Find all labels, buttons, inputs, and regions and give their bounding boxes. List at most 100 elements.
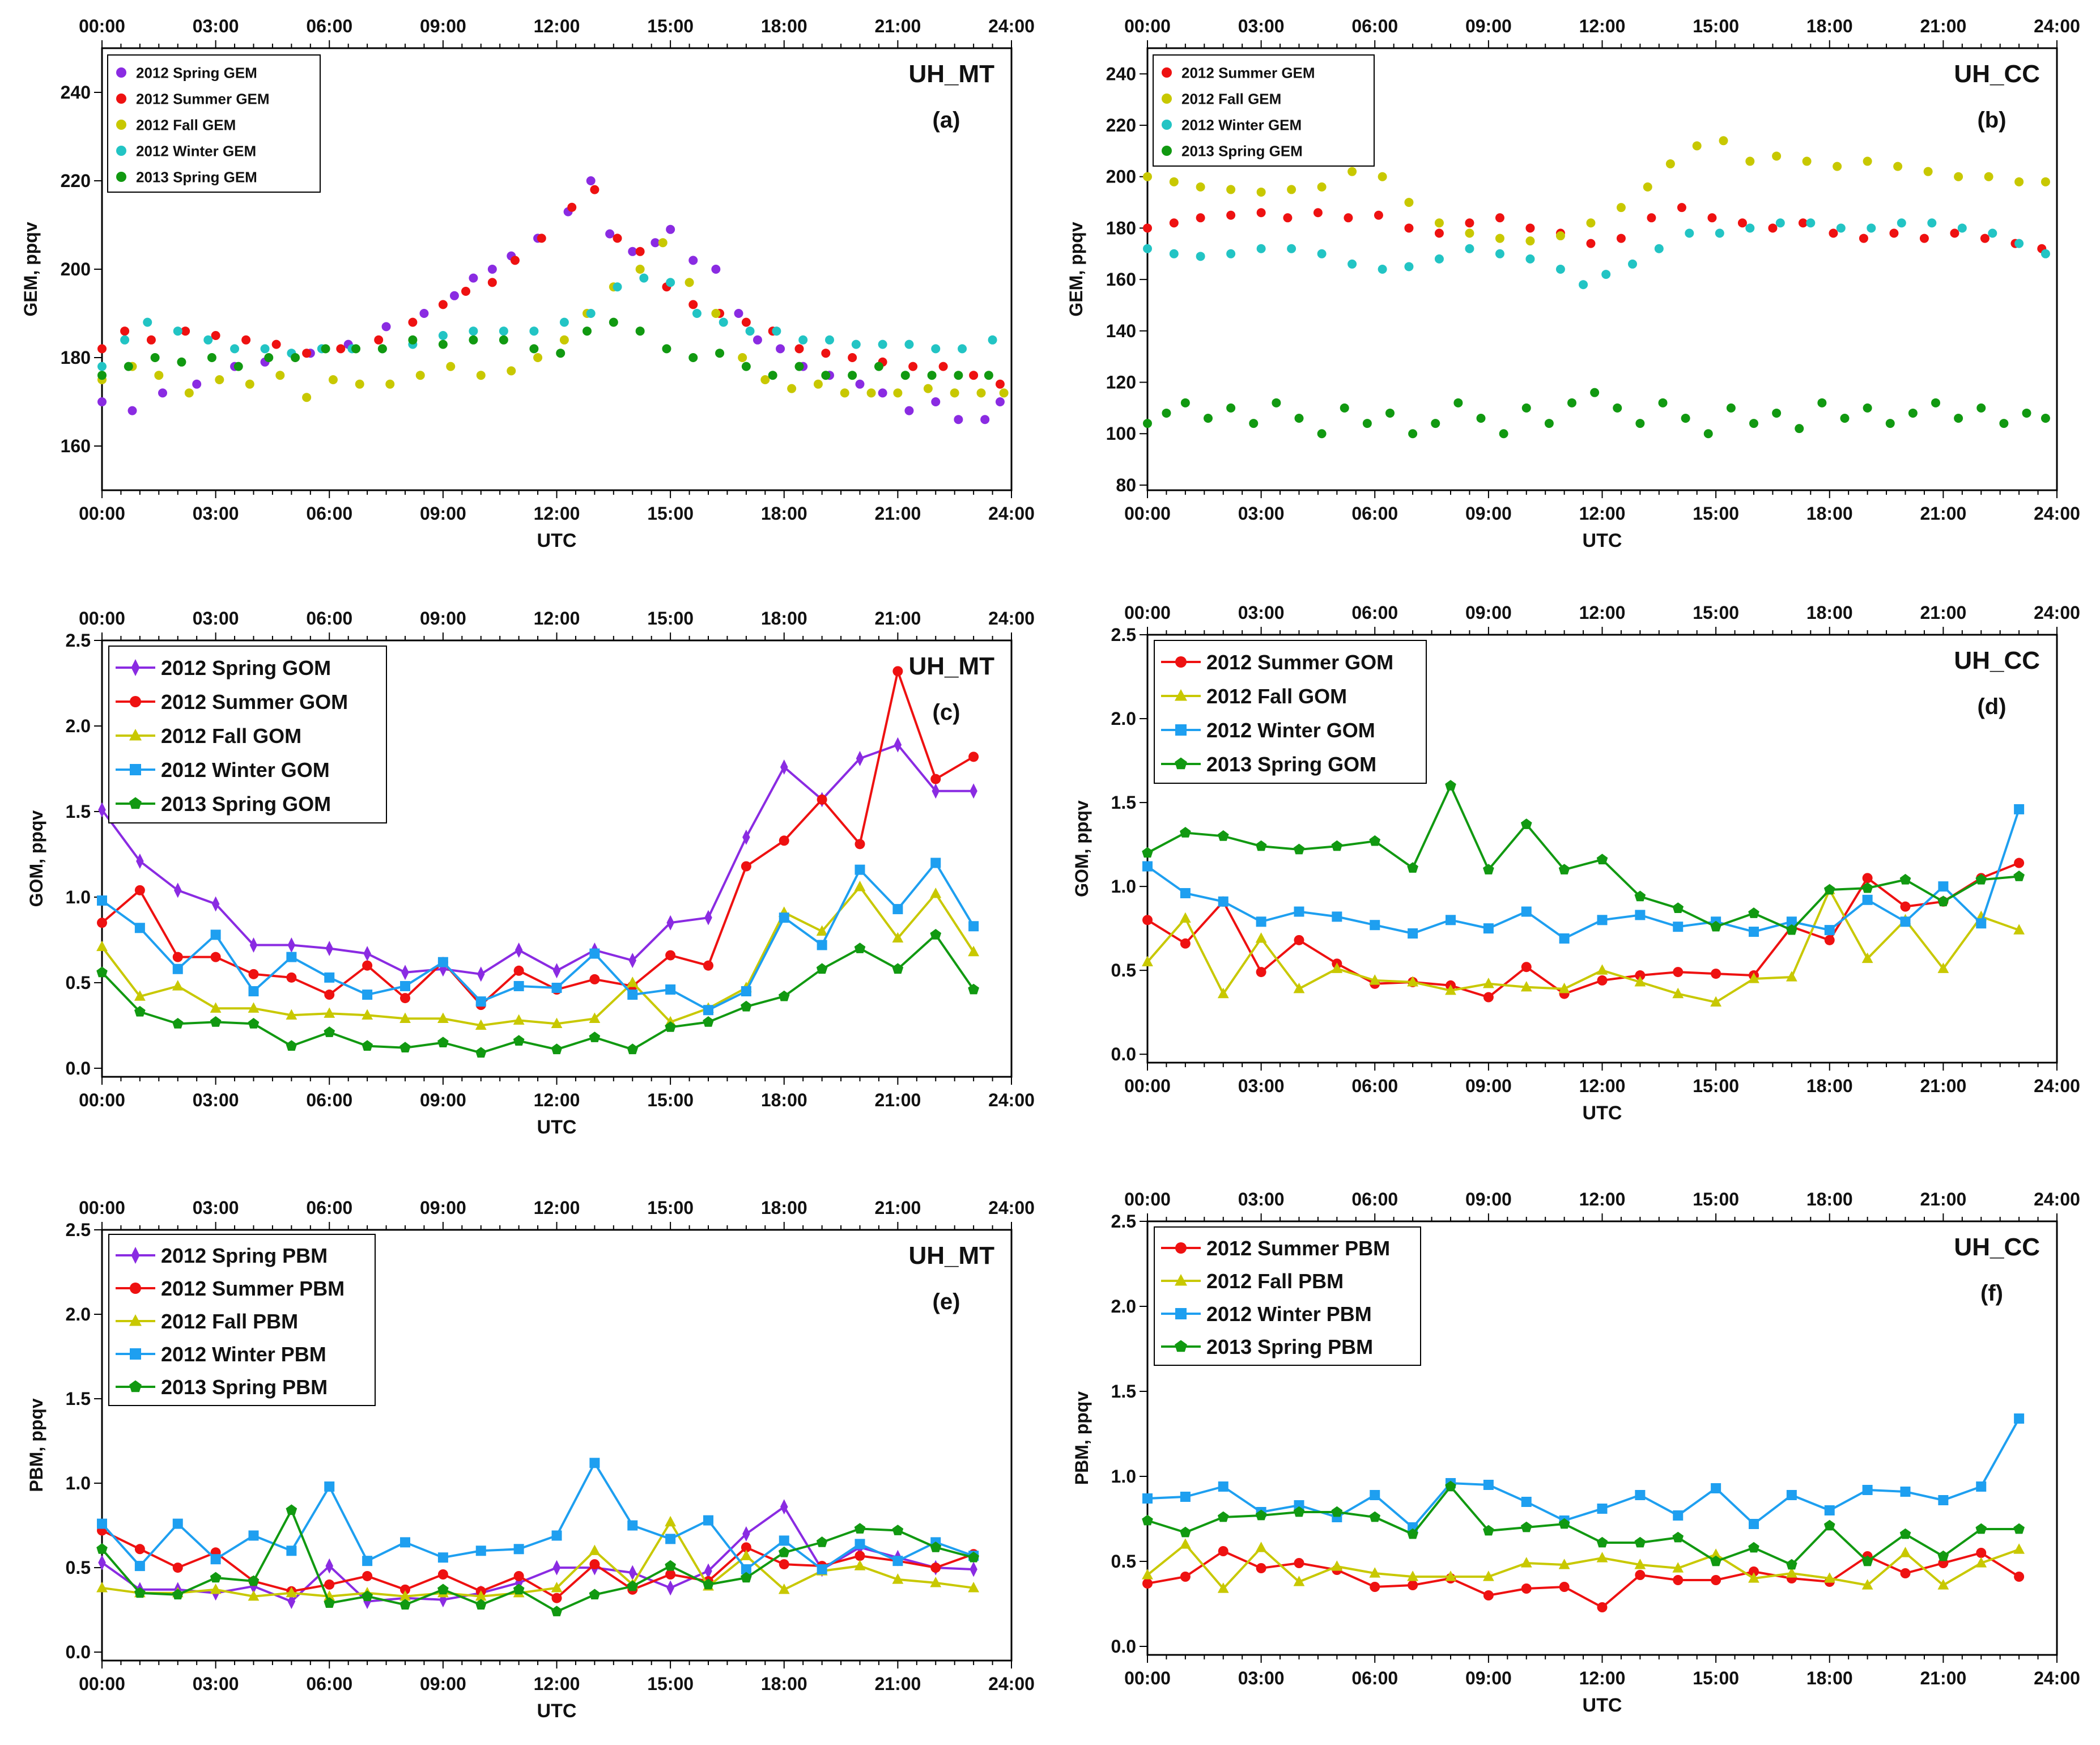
data-point [1634, 976, 1646, 987]
data-point [1976, 918, 1987, 929]
data-point [1404, 223, 1414, 233]
data-point [1196, 252, 1205, 261]
data-point [813, 379, 823, 389]
data-point [741, 1572, 752, 1583]
legend-label: 2012 Summer PBM [161, 1277, 345, 1300]
y-tick-label: 220 [61, 171, 91, 191]
data-point [260, 344, 270, 354]
data-point [635, 265, 645, 274]
data-point [1703, 429, 1713, 439]
data-point [1772, 151, 1782, 161]
x-top-tick-label: 03:00 [193, 16, 239, 36]
data-point [1616, 233, 1626, 243]
data-point [892, 1525, 904, 1535]
data-point [613, 233, 622, 243]
data-point [628, 247, 637, 256]
data-point [1681, 414, 1690, 423]
data-point [210, 1583, 222, 1594]
legend-marker [1175, 1242, 1187, 1254]
legend-label: 2012 Winter GEM [1181, 116, 1302, 133]
data-point [415, 371, 425, 380]
legend-marker [131, 1247, 140, 1264]
x-tick-label: 12:00 [1579, 1076, 1626, 1096]
data-point [1829, 228, 1838, 238]
data-point [1586, 239, 1596, 248]
data-point [1407, 976, 1419, 987]
x-top-tick-label: 12:00 [534, 1198, 580, 1218]
data-point [515, 942, 523, 958]
data-point [1999, 419, 2009, 428]
data-point [1196, 182, 1205, 192]
data-point [1142, 1569, 1153, 1580]
x-axis-label: UTC [1583, 1102, 1622, 1124]
data-point [513, 980, 524, 991]
data-point [760, 375, 770, 384]
data-point [954, 415, 963, 424]
data-point [469, 273, 478, 283]
data-point [589, 1589, 601, 1600]
data-point [1226, 249, 1236, 258]
x-top-tick-label: 09:00 [1465, 602, 1512, 623]
data-point [1711, 969, 1721, 979]
x-tick-label: 03:00 [1238, 1076, 1285, 1096]
data-point [1673, 922, 1684, 932]
legend-label: 2012 Fall PBM [161, 1310, 298, 1333]
data-point [1597, 975, 1608, 986]
data-point [1293, 843, 1305, 855]
data-point [1404, 198, 1414, 207]
data-point [210, 1572, 222, 1583]
data-point [1495, 233, 1504, 243]
panel-b: 00:00 00:00 03:00 03:00 06:00 06:00 09:00 09:00… [1066, 16, 2080, 551]
data-point [1331, 962, 1343, 973]
data-point [245, 379, 254, 389]
data-point [211, 896, 220, 912]
data-point [665, 984, 676, 995]
y-axis-label: GOM, ppqv [1072, 800, 1092, 897]
x-top-tick-label: 03:00 [193, 1198, 239, 1218]
y-axis-label: PBM, ppqv [26, 1398, 46, 1492]
legend-label: 2012 Summer GEM [136, 90, 270, 107]
data-point [154, 371, 164, 380]
data-point [658, 238, 668, 248]
legend-marker [129, 1314, 142, 1326]
data-point [207, 353, 216, 362]
y-tick-label: 1.5 [66, 801, 91, 822]
data-point [1256, 208, 1266, 218]
data-point [930, 774, 941, 784]
data-point [665, 1560, 676, 1571]
data-point [995, 379, 1005, 389]
data-point [627, 1043, 639, 1055]
data-point [1483, 1525, 1494, 1536]
x-top-tick-label: 09:00 [420, 16, 466, 36]
data-point [1293, 982, 1305, 993]
x-top-tick-label: 12:00 [534, 608, 580, 629]
data-point [1647, 213, 1656, 223]
data-point [1142, 1493, 1153, 1504]
data-point [1772, 408, 1782, 418]
panel-label: (a) [933, 108, 960, 133]
data-point [1453, 398, 1463, 407]
data-point [286, 1009, 297, 1020]
legend-box [1153, 54, 1375, 167]
data-point [150, 353, 160, 362]
data-point [286, 1040, 297, 1051]
legend-label: 2013 Spring PBM [1206, 1335, 1373, 1358]
legend-marker [116, 67, 126, 78]
data-point [1862, 1485, 1873, 1495]
data-point [438, 300, 448, 309]
data-point [286, 972, 297, 983]
data-point [136, 854, 144, 869]
data-point [734, 309, 743, 318]
series-2012-summer-gem [1143, 203, 2047, 253]
data-point [1407, 1528, 1418, 1539]
y-tick-label: 2.5 [66, 630, 91, 651]
legend: 2012 Summer PBM 2012 Fall PBM 2012 Winter … [1154, 1226, 1421, 1366]
legend-label: 2012 Fall GEM [1181, 90, 1281, 107]
data-point [1861, 1555, 1873, 1566]
data-point [401, 965, 409, 980]
y-tick-label: 240 [1106, 63, 1136, 84]
data-point [1749, 419, 1758, 428]
x-top-tick-label: 24:00 [2034, 602, 2080, 623]
data-point [1287, 244, 1296, 253]
data-point [855, 864, 865, 875]
